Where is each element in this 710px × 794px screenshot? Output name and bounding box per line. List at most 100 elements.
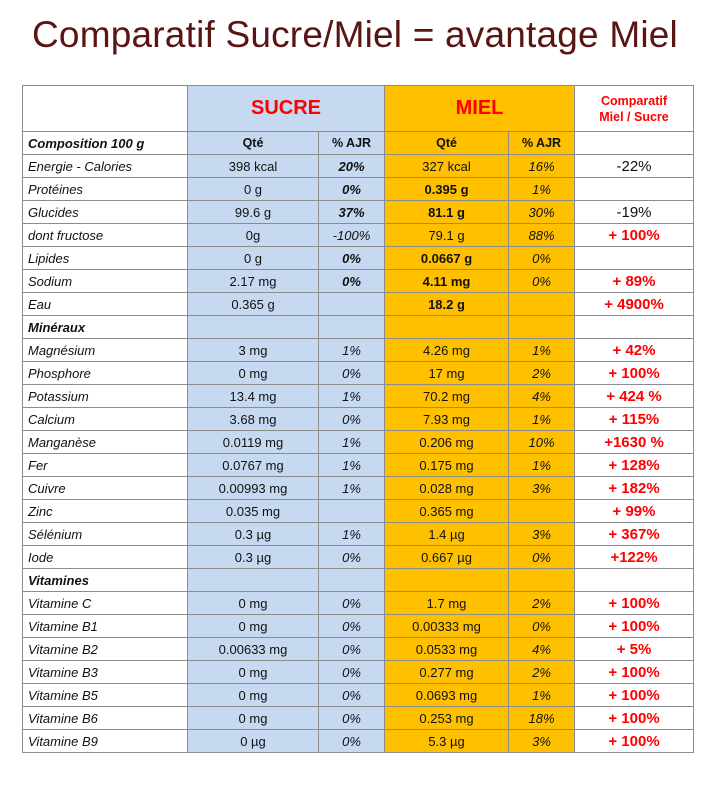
sucre-ajr-cell: [317, 499, 386, 523]
header-comparatif-line1: Comparatif: [601, 93, 667, 108]
miel-qte-cell: 0.206 mg: [384, 430, 510, 454]
miel-qte-cell: 18.2 g: [384, 292, 510, 316]
sucre-qte-cell: [187, 315, 319, 339]
row-label: Cuivre: [22, 476, 188, 500]
sucre-qte-cell: 13.4 mg: [187, 384, 319, 408]
table-row: Potassium 13.4 mg 1% 70.2 mg 4% + 424 %: [22, 384, 695, 408]
miel-qte-cell: 0.277 mg: [384, 660, 510, 684]
row-label: Sodium: [22, 269, 188, 293]
table-row: Fer 0.0767 mg 1% 0.175 mg 1% + 128%: [22, 453, 695, 477]
sucre-ajr-cell: 1%: [317, 430, 386, 454]
miel-ajr-cell: [508, 499, 576, 523]
miel-ajr-cell: 18%: [508, 706, 576, 730]
miel-qte-cell: 81.1 g: [384, 200, 510, 224]
comparatif-cell: + 100%: [574, 591, 695, 615]
sucre-ajr-cell: 1%: [317, 338, 386, 362]
miel-qte-cell: 0.00333 mg: [384, 614, 510, 638]
sucre-ajr-cell: [317, 315, 386, 339]
sucre-qte-cell: 0 g: [187, 177, 319, 201]
miel-qte-cell: 17 mg: [384, 361, 510, 385]
row-label: Protéines: [22, 177, 188, 201]
table-row: Vitamine B1 0 mg 0% 0.00333 mg 0% + 100%: [22, 614, 695, 638]
miel-qte-cell: 0.028 mg: [384, 476, 510, 500]
miel-ajr-cell: 3%: [508, 729, 576, 753]
row-label: Energie - Calories: [22, 154, 188, 178]
row-label: Sélénium: [22, 522, 188, 546]
sucre-qte-cell: 0 mg: [187, 591, 319, 615]
sucre-ajr-cell: 0%: [317, 361, 386, 385]
table-row: Energie - Calories 398 kcal 20% 327 kcal 16%…: [22, 154, 695, 178]
miel-qte-cell: 327 kcal: [384, 154, 510, 178]
row-label: Zinc: [22, 499, 188, 523]
sucre-qte-cell: 0.00633 mg: [187, 637, 319, 661]
comparatif-cell: + 115%: [574, 407, 695, 431]
miel-qte-cell: 0.0667 g: [384, 246, 510, 270]
sucre-qte-cell: [187, 568, 319, 592]
row-label: Vitamine B2: [22, 637, 188, 661]
miel-qte-cell: 0.253 mg: [384, 706, 510, 730]
comparatif-cell: + 128%: [574, 453, 695, 477]
comparatif-cell: -22%: [574, 154, 695, 178]
miel-qte-cell: 0.0693 mg: [384, 683, 510, 707]
table-row: Eau 0.365 g 18.2 g + 4900%: [22, 292, 695, 316]
sucre-ajr-cell: [317, 568, 386, 592]
table-row: Glucides 99.6 g 37% 81.1 g 30% -19%: [22, 200, 695, 224]
header-miel: MIEL: [384, 85, 576, 132]
sucre-ajr-cell: 0%: [317, 591, 386, 615]
miel-ajr-cell: 2%: [508, 591, 576, 615]
row-label: Potassium: [22, 384, 188, 408]
miel-ajr-cell: 3%: [508, 476, 576, 500]
miel-qte-cell: 1.7 mg: [384, 591, 510, 615]
comparatif-cell: + 100%: [574, 683, 695, 707]
sucre-ajr-cell: 37%: [317, 200, 386, 224]
table-row: Cuivre 0.00993 mg 1% 0.028 mg 3% + 182%: [22, 476, 695, 500]
sucre-qte-cell: 0.0767 mg: [187, 453, 319, 477]
sucre-qte-cell: 0.035 mg: [187, 499, 319, 523]
miel-ajr-cell: 10%: [508, 430, 576, 454]
miel-qte-cell: 5.3 µg: [384, 729, 510, 753]
row-label: Vitamine B9: [22, 729, 188, 753]
miel-qte-cell: 4.26 mg: [384, 338, 510, 362]
miel-ajr-cell: 0%: [508, 545, 576, 569]
miel-ajr-header: % AJR: [508, 131, 576, 155]
row-label: Calcium: [22, 407, 188, 431]
sucre-qte-cell: 0g: [187, 223, 319, 247]
sucre-qte-cell: 0 mg: [187, 614, 319, 638]
miel-qte-cell: 0.365 mg: [384, 499, 510, 523]
row-label: dont fructose: [22, 223, 188, 247]
sucre-ajr-cell: 1%: [317, 384, 386, 408]
sucre-qte-cell: 0.3 µg: [187, 545, 319, 569]
row-label: Vitamine B5: [22, 683, 188, 707]
header-sucre: SUCRE: [186, 85, 386, 132]
sucre-ajr-cell: 20%: [317, 154, 386, 178]
row-label: Vitamine B6: [22, 706, 188, 730]
row-label: Fer: [22, 453, 188, 477]
table-row: Calcium 3.68 mg 0% 7.93 mg 1% + 115%: [22, 407, 695, 431]
miel-ajr-cell: 16%: [508, 154, 576, 178]
table-row: Zinc 0.035 mg 0.365 mg + 99%: [22, 499, 695, 523]
miel-qte-cell: 4.11 mg: [384, 269, 510, 293]
comparatif-cell: [574, 246, 695, 270]
sucre-ajr-cell: 0%: [317, 660, 386, 684]
miel-ajr-cell: [508, 292, 576, 316]
sucre-qte-cell: 3 mg: [187, 338, 319, 362]
miel-ajr-cell: 2%: [508, 361, 576, 385]
composition-label: Composition 100 g: [22, 131, 188, 155]
miel-qte-cell: [384, 315, 510, 339]
table-row: Sodium 2.17 mg 0% 4.11 mg 0% + 89%: [22, 269, 695, 293]
comparison-table: SUCRE MIEL Comparatif Miel / Sucre Compo…: [22, 85, 695, 753]
sucre-qte-cell: 2.17 mg: [187, 269, 319, 293]
header-empty-cell: [22, 85, 188, 132]
row-label: Vitamine B3: [22, 660, 188, 684]
miel-qte-cell: 0.0533 mg: [384, 637, 510, 661]
miel-qte-cell: 7.93 mg: [384, 407, 510, 431]
comparatif-cell: + 100%: [574, 660, 695, 684]
sucre-qte-cell: 0 mg: [187, 660, 319, 684]
sucre-qte-header: Qté: [187, 131, 319, 155]
table-row: Vitamine B5 0 mg 0% 0.0693 mg 1% + 100%: [22, 683, 695, 707]
column-header-row: Composition 100 g Qté % AJR Qté % AJR: [22, 131, 695, 155]
table-row: Vitamine B6 0 mg 0% 0.253 mg 18% + 100%: [22, 706, 695, 730]
sucre-ajr-cell: 0%: [317, 637, 386, 661]
sucre-ajr-cell: 0%: [317, 269, 386, 293]
